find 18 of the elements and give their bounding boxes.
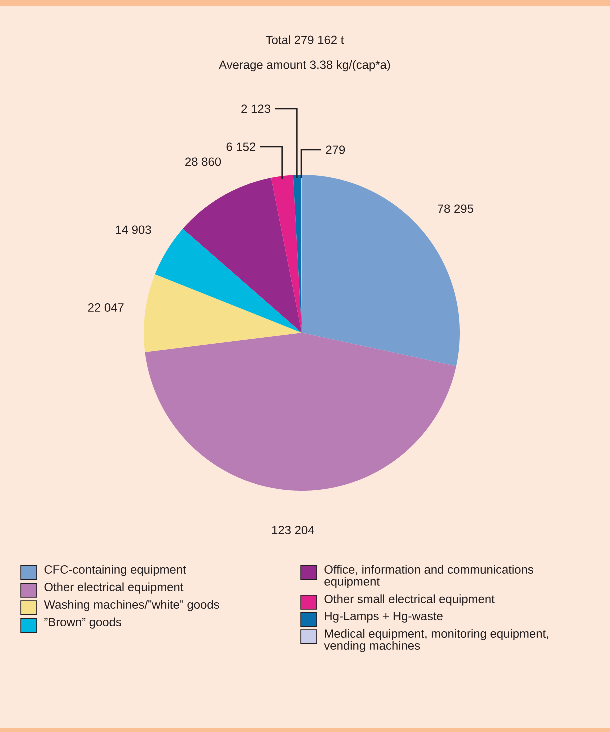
legend-label: Other electrical equipment xyxy=(44,582,184,594)
legend-label: Other small electrical equipment xyxy=(324,594,495,606)
data-label: 6 152 xyxy=(226,142,256,152)
legend-label: ”Brown” goods xyxy=(44,618,122,629)
data-label: 2 123 xyxy=(242,104,270,114)
legend-label: Office, information and communications equipment xyxy=(324,565,534,588)
legend-label: Hg-Lamps + Hg-waste xyxy=(325,612,443,623)
data-label: 28 860 xyxy=(186,158,222,166)
data-label: 22 047 xyxy=(88,304,124,312)
data-label: 123 204 xyxy=(272,526,314,535)
data-label: 279 xyxy=(326,146,346,154)
chart-subtitle: Average amount 3.38 kg/(cap*a) xyxy=(219,60,390,72)
legend-label: CFC-containing equipment xyxy=(44,565,186,576)
legend-label: Washing machines/”white” goods xyxy=(44,600,220,612)
data-label: 14 903 xyxy=(116,226,152,234)
legend-label: Medical equipment, monitoring equipment, vending machines xyxy=(324,629,548,652)
data-label: 78 295 xyxy=(438,204,474,214)
chart-title: Total 279 162 t xyxy=(266,36,344,44)
